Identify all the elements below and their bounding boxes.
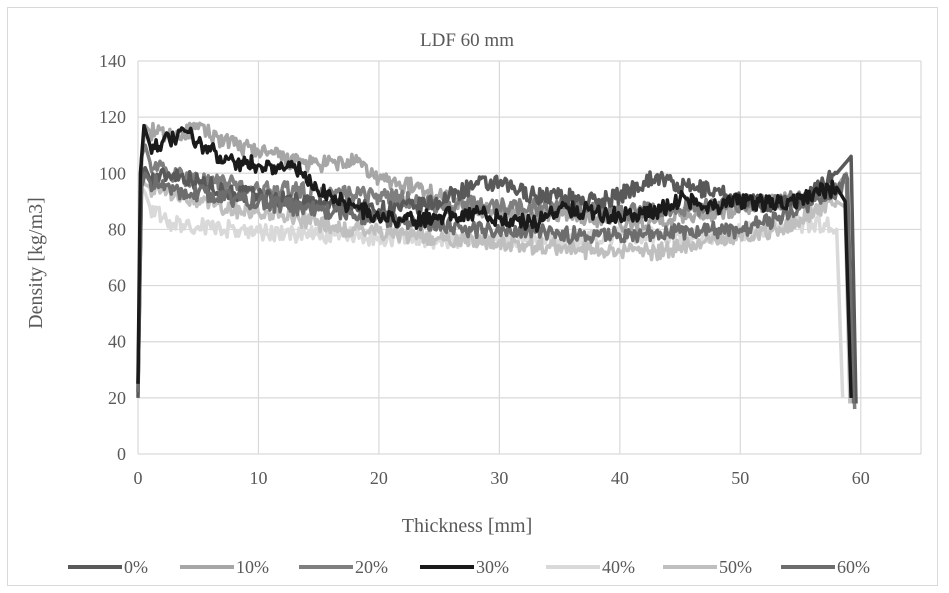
axes: 0 20 40 60 80 100 120 140 0 10 20 30 40 50 60	[99, 51, 870, 488]
x-tick-label: 20	[370, 468, 388, 488]
x-tick-label: 30	[490, 468, 508, 488]
y-tick-label: 80	[108, 219, 126, 239]
legend-label: 40%	[602, 557, 635, 577]
x-axis-label: Thickness [mm]	[402, 515, 533, 537]
y-tick-label: 60	[108, 276, 126, 296]
legend-label: 0%	[124, 557, 148, 577]
legend-label: 30%	[476, 557, 509, 577]
x-tick-label: 50	[731, 468, 749, 488]
legend-label: 20%	[355, 557, 388, 577]
grid	[137, 60, 922, 455]
x-tick-label: 60	[852, 468, 870, 488]
x-tick-label: 0	[134, 468, 143, 488]
y-tick-label: 40	[108, 332, 126, 352]
line-chart: 0 20 40 60 80 100 120 140 0 10 20 30 40 50 60 LDF 60 m…	[25, 30, 922, 577]
y-tick-label: 120	[99, 107, 126, 127]
series-lines	[136, 121, 858, 410]
legend-label: 50%	[719, 557, 752, 577]
legend-label: 60%	[837, 557, 870, 577]
chart-area: 0 20 40 60 80 100 120 140 0 10 20 30 40 50 60 LDF 60 m…	[7, 7, 938, 586]
y-axis-label: Density [kg/m3]	[25, 197, 47, 329]
series-line-30pct	[136, 123, 853, 398]
series-line-60pct	[136, 171, 856, 404]
series-line-10pct	[136, 121, 853, 398]
chart-title: LDF 60 mm	[420, 30, 514, 51]
y-tick-label: 100	[99, 163, 126, 183]
x-tick-label: 10	[249, 468, 267, 488]
legend-label: 10%	[236, 557, 269, 577]
x-tick-label: 40	[611, 468, 629, 488]
y-tick-label: 20	[108, 388, 126, 408]
legend: 0% 10% 20% 30% 40% 50% 60%	[68, 557, 870, 577]
y-tick-label: 0	[117, 444, 126, 464]
y-tick-label: 140	[99, 51, 126, 71]
